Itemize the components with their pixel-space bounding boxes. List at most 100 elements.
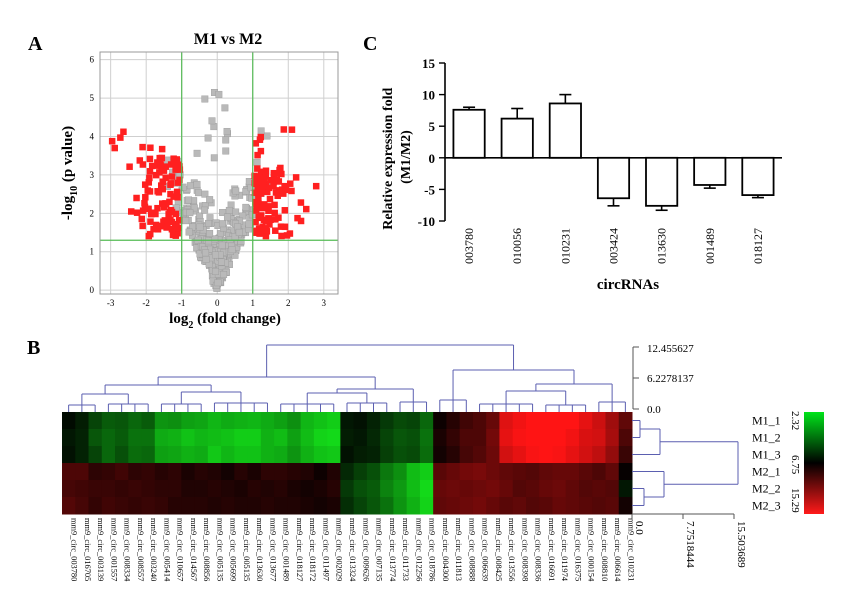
heatmap-cell	[260, 412, 275, 430]
volcano-point-significant	[265, 207, 272, 214]
heatmap-column-label: mm9_circ_016705	[83, 518, 92, 581]
heatmap-column-label: mm9_circ_004300	[441, 518, 450, 581]
volcano-point-significant	[165, 211, 172, 218]
bar-y-tick-label: 0	[429, 151, 436, 166]
volcano-x-tick-label: -2	[142, 298, 150, 308]
heatmap-cell	[459, 446, 474, 464]
heatmap-column-labels: mm9_circ_003780 mm9_circ_016705 mm9_circ_0…	[70, 518, 636, 582]
heatmap-cell	[419, 480, 434, 498]
heatmap-cell	[406, 412, 421, 430]
volcano-point-significant	[150, 225, 157, 233]
heatmap-cell	[446, 497, 461, 515]
heatmap-column-label: mm9_circ_010231	[626, 518, 635, 581]
heatmap-row-labels: M1_1 M1_2 M1_3 M2_1 M2_2 M2_3	[752, 414, 781, 513]
heatmap-cell	[618, 497, 633, 515]
volcano-point-neutral	[212, 251, 220, 259]
volcano-point-significant	[272, 227, 279, 234]
heatmap-cell	[62, 446, 76, 464]
volcano-point-neutral	[263, 132, 271, 140]
heatmap-column-label: mm9_circ_013630	[255, 518, 264, 581]
volcano-point-neutral	[201, 95, 209, 103]
heatmap-cell	[234, 463, 249, 481]
volcano-point-significant	[280, 126, 288, 133]
heatmap-cell	[459, 429, 474, 447]
heatmap-cell	[154, 446, 169, 464]
heatmap-cell	[247, 429, 262, 447]
volcano-point-significant	[158, 145, 166, 153]
color-scale-low: 2.32	[789, 411, 801, 430]
volcano-point-significant	[167, 206, 175, 214]
volcano-y-tick-label: 1	[90, 247, 95, 257]
heatmap-cell	[419, 446, 434, 464]
heatmap-cell	[446, 446, 461, 464]
heatmap-cell	[115, 446, 129, 464]
heatmap-cell	[486, 497, 500, 515]
heatmap-cell	[618, 429, 633, 447]
heatmap-cell	[446, 429, 461, 447]
row-dendrogram	[632, 420, 739, 506]
heatmap-cell	[327, 497, 341, 515]
heatmap-cell	[539, 497, 553, 515]
heatmap-cell	[234, 429, 249, 447]
heatmap-column-label: mm9_circ_013556	[507, 518, 516, 581]
heatmap-cell	[393, 463, 408, 481]
heatmap-column-label: mm9_circ_009626	[361, 518, 370, 581]
volcano-point-significant	[260, 176, 268, 183]
heatmap-cell	[247, 463, 262, 481]
heatmap-panel: M1_1 M1_2 M1_3 M2_1 M2_2 M2_3 mm9_circ_003780…	[62, 343, 824, 582]
heatmap-cell	[234, 497, 249, 515]
heatmap-cell	[141, 463, 156, 481]
heatmap-cell	[512, 463, 527, 481]
volcano-point-significant	[282, 186, 290, 194]
volcano-point-significant	[257, 177, 264, 185]
bar-y-tick-label: -5	[424, 182, 435, 197]
heatmap-cell	[380, 497, 394, 515]
heatmap-cell	[472, 429, 487, 447]
heatmap-cell	[353, 446, 368, 464]
heatmap-cell	[128, 412, 143, 430]
heatmap-cell	[300, 463, 315, 481]
heatmap-cell	[168, 429, 182, 447]
volcano-point-significant	[154, 204, 161, 212]
heatmap-cell	[340, 429, 355, 447]
volcano-point-neutral	[185, 196, 193, 204]
heatmap-cell	[274, 446, 288, 464]
heatmap-cell	[75, 429, 90, 447]
heatmap-cell	[433, 429, 447, 447]
volcano-point-significant	[126, 163, 133, 170]
volcano-point-significant	[154, 226, 162, 233]
volcano-point-neutral	[221, 104, 229, 112]
volcano-point-significant	[257, 133, 265, 141]
volcano-point-neutral	[232, 208, 240, 216]
volcano-point-significant	[147, 144, 154, 151]
volcano-point-significant	[127, 208, 135, 215]
volcano-point-significant	[294, 214, 301, 222]
volcano-point-significant	[259, 182, 267, 190]
volcano-point-significant	[270, 169, 278, 177]
volcano-point-neutral	[210, 123, 218, 131]
heatmap-row-label: M2_3	[752, 499, 781, 513]
bar-chart: -10 -5 0 5 10 15 003780 010056 010231 003424 0136…	[381, 56, 782, 293]
heatmap-cell	[128, 497, 143, 515]
volcano-point-significant	[254, 185, 262, 192]
bar-018127	[741, 156, 775, 196]
volcano-point-neutral	[210, 154, 218, 162]
heatmap-row-label: M2_2	[752, 482, 781, 496]
heatmap-cell	[578, 480, 593, 498]
bar-bars	[452, 93, 775, 212]
volcano-point-neutral	[186, 182, 194, 190]
column-dendrogram	[68, 344, 626, 412]
volcano-point-neutral	[206, 214, 214, 222]
panel-label-a: A	[28, 33, 43, 55]
heatmap-cell	[168, 446, 182, 464]
bar-010056	[500, 117, 534, 159]
heatmap-cell	[128, 480, 143, 498]
heatmap-cell	[154, 480, 169, 498]
heatmap-cell	[552, 429, 567, 447]
heatmap-column-label: mm9_circ_008856	[202, 518, 211, 581]
heatmap-cell	[486, 480, 500, 498]
volcano-point-neutral	[190, 204, 198, 212]
volcano-point-significant	[283, 232, 291, 239]
volcano-point-significant	[168, 225, 176, 233]
volcano-point-significant	[139, 161, 147, 168]
